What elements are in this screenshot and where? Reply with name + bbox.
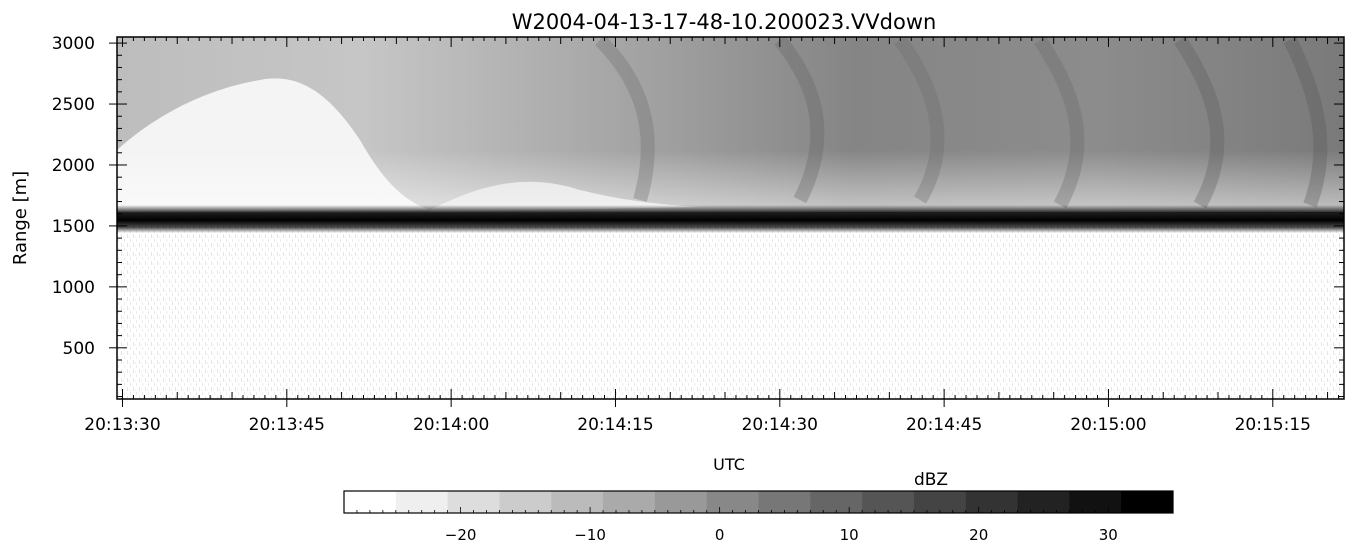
colorbar-tick-label: −20 <box>445 526 477 544</box>
colorbar-swatch <box>447 491 500 513</box>
colorbar-swatch <box>1121 491 1174 513</box>
upper-echo-fade <box>117 150 1344 212</box>
x-axis-label: UTC <box>713 455 745 474</box>
x-tick-label: 20:14:15 <box>577 415 653 435</box>
x-tick-label: 20:15:00 <box>1070 415 1146 435</box>
y-tick-label: 2000 <box>52 156 95 176</box>
y-tick-label: 3000 <box>52 34 95 54</box>
colorbar-tick-label: 10 <box>840 526 859 544</box>
y-tick-label: 500 <box>63 339 95 359</box>
y-tick-label: 1000 <box>52 278 95 298</box>
colorbar-tick-label: −10 <box>574 526 606 544</box>
colorbar-tick-label: 20 <box>969 526 988 544</box>
x-tick-label: 20:13:30 <box>84 415 160 435</box>
x-tick-label: 20:14:45 <box>906 415 982 435</box>
colorbar <box>344 491 1174 513</box>
chart-title: W2004-04-13-17-48-10.200023.VVdown <box>512 10 937 34</box>
y-axis: 500 1000 1500 2000 2500 3000 <box>52 34 1344 398</box>
colorbar-swatch <box>344 491 397 513</box>
bright-band <box>117 205 1344 233</box>
colorbar-ticks: −20 −10 0 10 20 30 <box>343 507 1174 544</box>
colorbar-swatch <box>706 491 759 513</box>
colorbar-swatch <box>965 491 1019 513</box>
plot-area <box>117 37 1344 399</box>
colorbar-swatch <box>551 491 604 513</box>
colorbar-swatch <box>1069 491 1122 513</box>
colorbar-swatch <box>603 491 656 513</box>
plot-frame <box>116 36 1345 400</box>
x-axis: 20:13:30 20:13:45 20:14:00 20:14:15 20:14:30… <box>84 37 1340 435</box>
colorbar-tick-label: 0 <box>715 526 725 544</box>
fall-streaks <box>595 37 1328 209</box>
colorbar-label: dBZ <box>914 470 948 490</box>
y-tick-label: 1500 <box>52 217 95 237</box>
colorbar-tick-label: 30 <box>1099 526 1118 544</box>
colorbar-swatch <box>758 491 811 513</box>
y-axis-label: Range [m] <box>10 171 31 265</box>
x-tick-label: 20:15:15 <box>1235 415 1311 435</box>
colorbar-swatch <box>654 491 708 513</box>
colorbar-swatch <box>913 491 967 513</box>
x-tick-label: 20:14:00 <box>413 415 489 435</box>
colorbar-swatch <box>810 491 863 513</box>
colorbar-swatch <box>499 491 552 513</box>
colorbar-swatch <box>395 491 449 513</box>
x-tick-label: 20:14:30 <box>742 415 818 435</box>
x-tick-label: 20:13:45 <box>249 415 325 435</box>
colorbar-swatch <box>862 491 915 513</box>
y-tick-label: 2500 <box>52 95 95 115</box>
colorbar-swatch <box>1017 491 1070 513</box>
